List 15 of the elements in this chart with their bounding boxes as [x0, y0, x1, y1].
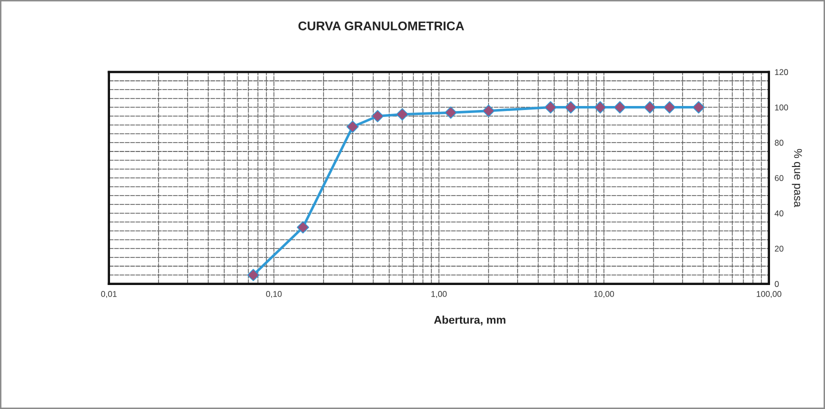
- x-tick-label: 100,00: [756, 291, 782, 298]
- y-tick-label: 0: [774, 281, 779, 287]
- x-axis-title: Abertura, mm: [434, 316, 506, 326]
- y-tick-label: 40: [774, 210, 784, 216]
- x-tick-label: 1,00: [431, 291, 447, 298]
- y-tick-label: 60: [774, 175, 784, 182]
- y-tick-label: 80: [774, 140, 784, 146]
- x-tick-label: 0,01: [101, 291, 117, 298]
- x-tick-label: 0,10: [266, 291, 282, 298]
- y-tick-label: 120: [775, 69, 788, 76]
- x-tick-label: 10,00: [594, 291, 614, 298]
- y-axis-title: % que pasa: [792, 148, 802, 208]
- y-tick-label: 100: [775, 104, 788, 110]
- y-tick-label: 20: [774, 246, 784, 252]
- chart-title: CURVA GRANULOMETRICA: [298, 22, 464, 30]
